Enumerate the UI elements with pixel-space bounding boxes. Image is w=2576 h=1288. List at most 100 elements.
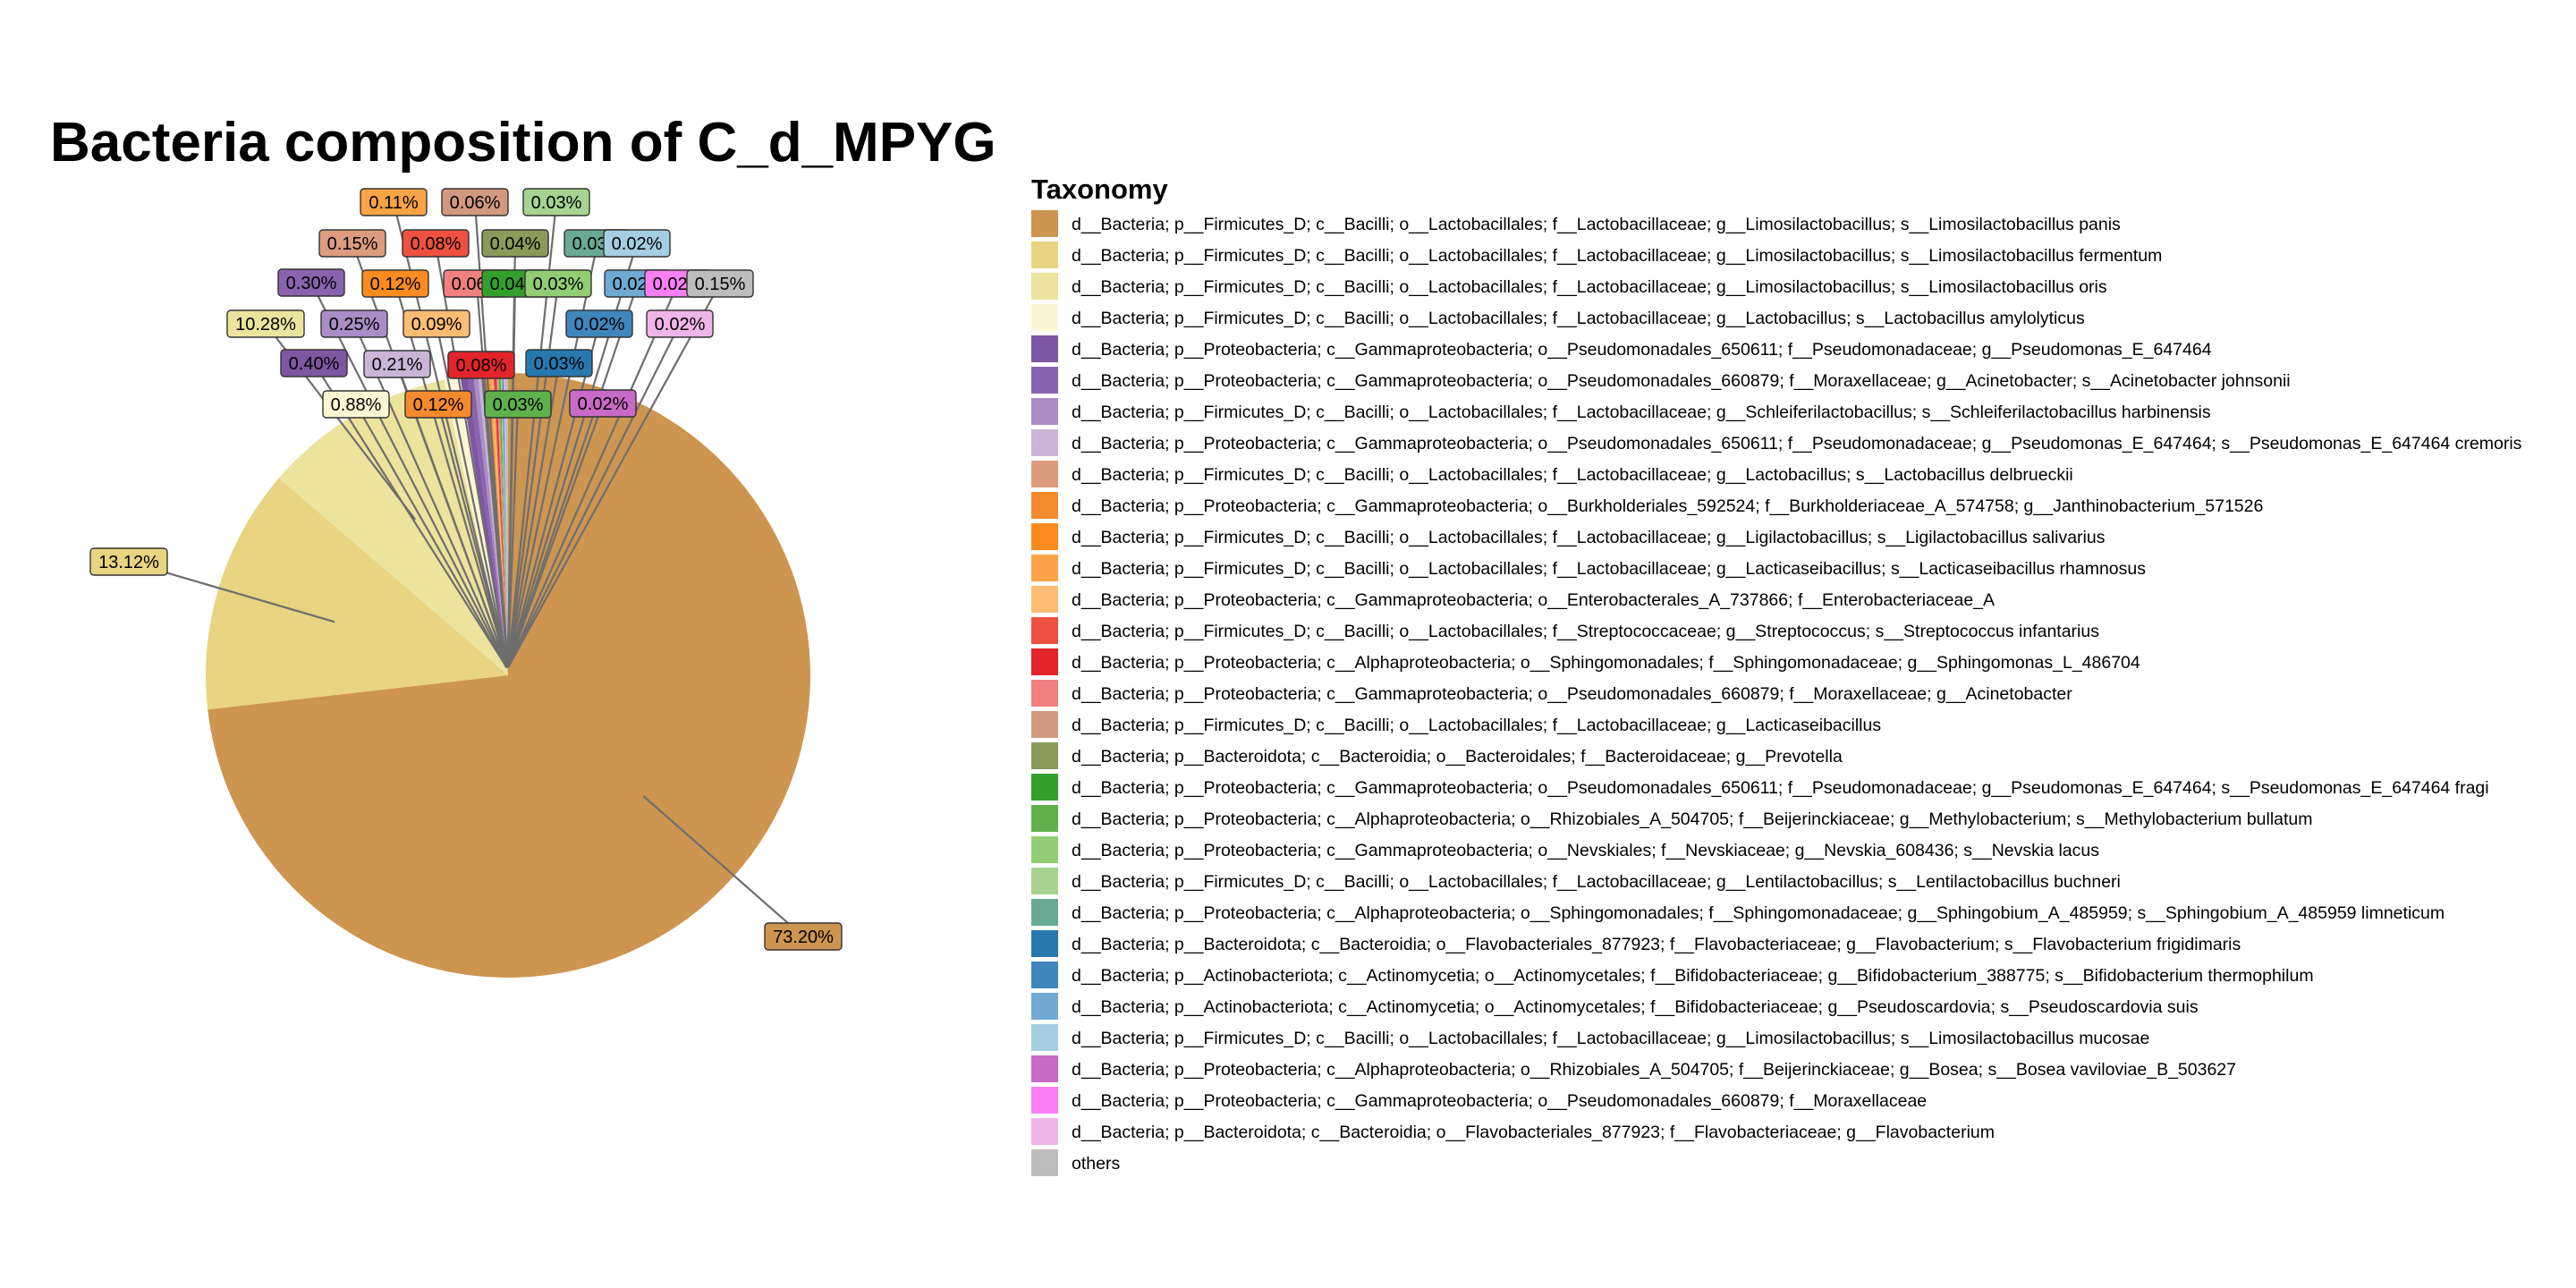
slice-label-text: 0.12% [370,275,421,294]
label-leader-line [507,283,721,668]
label-leader-line [506,402,605,668]
legend-label: d__Bacteria; p__Proteobacteria; c__Gamma… [1072,434,2522,453]
legend-title: Taxonomy [1031,174,1168,205]
slice-label-text: 0.12% [413,395,464,415]
slice-label: 0.08% [402,229,470,258]
legend-item: d__Bacteria; p__Proteobacteria; c__Alpha… [1031,805,2313,832]
label-leader-line [506,283,560,668]
slice-label: 0.03% [522,188,590,216]
pie-slice [502,373,508,675]
legend-swatch [1031,461,1058,487]
label-leader-line [352,323,509,668]
slice-label-text: 0.40% [289,354,340,374]
legend-item: d__Bacteria; p__Firmicutes_D; c__Bacilli… [1031,398,2211,425]
legend-item: d__Bacteria; p__Firmicutes_D; c__Bacilli… [1031,617,2099,644]
legend-swatch [1031,1087,1058,1114]
slice-label-text: 0.03% [493,395,544,415]
legend-item: d__Bacteria; p__Proteobacteria; c__Alpha… [1031,648,2140,675]
legend-swatch [1031,1024,1058,1051]
legend-label: d__Bacteria; p__Firmicutes_D; c__Bacilli… [1072,716,1881,735]
legend-swatch [1031,774,1058,801]
label-leader-line [394,283,509,668]
pie-slice [504,373,508,675]
legend-item: d__Bacteria; p__Proteobacteria; c__Gamma… [1031,680,2072,707]
legend-item: d__Bacteria; p__Bacteroidota; c__Bactero… [1031,742,1843,769]
pie-slice [467,375,508,675]
slice-label-box [361,269,429,298]
legend-swatch [1031,242,1058,268]
slice-label-text: 13.12% [98,553,159,572]
slice-label: 0.02% [646,309,714,338]
slice-label-text: 0.88% [331,395,382,415]
slice-label-text: 73.20% [773,928,834,947]
legend-label: d__Bacteria; p__Firmicutes_D; c__Bacilli… [1072,1029,2149,1048]
legend-swatch [1031,335,1058,362]
legend-item: d__Bacteria; p__Proteobacteria; c__Gamma… [1031,1087,1927,1114]
legend-item: d__Bacteria; p__Bacteroidota; c__Bactero… [1031,1118,1995,1145]
legend-swatch [1031,711,1058,738]
label-leader-line [506,403,520,668]
legend-swatch [1031,993,1058,1020]
legend-item: d__Bacteria; p__Bacteroidota; c__Bactero… [1031,930,2241,957]
slice-label-text: 0.21% [372,355,423,375]
legend-label: d__Bacteria; p__Firmicutes_D; c__Bacilli… [1072,528,2106,547]
legend-label: d__Bacteria; p__Firmicutes_D; c__Bacilli… [1072,622,2099,641]
slice-label-text: 0.02% [612,234,663,254]
slice-label-text: 0.04% [490,234,541,254]
label-leader-line [435,323,509,668]
legend-item: d__Bacteria; p__Proteobacteria; c__Gamma… [1031,774,2489,801]
legend-label: d__Bacteria; p__Proteobacteria; c__Gamma… [1072,684,2072,704]
pie-slice [503,373,508,675]
slice-label: 0.02% [569,389,637,418]
pie-slice [504,373,508,675]
pie-slice [500,373,508,675]
legend-swatch [1031,930,1058,957]
slice-label-box [280,349,348,377]
slice-label-text: 0.02% [655,315,706,335]
label-leader-line [506,283,640,668]
slice-label: 0.02% [603,229,671,258]
legend-label: d__Bacteria; p__Proteobacteria; c__Gamma… [1072,496,2263,516]
slice-label-box [363,350,431,378]
legend-label: d__Bacteria; p__Proteobacteria; c__Gamma… [1072,1091,1927,1111]
slice-label-box [603,229,671,258]
legend: Taxonomy d__Bacteria; p__Firmicutes_D; c… [1031,174,2522,1176]
slice-label: 0.12% [404,390,472,419]
slice-label-text: 0.08% [411,234,462,254]
pie-slice [208,373,811,978]
slice-label-text: 0.03% [534,354,585,374]
legend-label: d__Bacteria; p__Firmicutes_D; c__Bacilli… [1072,246,2162,266]
slice-label: 0.40% [280,349,348,377]
slice-label-box [89,547,168,576]
slice-label-box [277,268,345,297]
slice-labels: 73.20% 13.12% 10.28% 0.88% 0.40% 0.30% 0.25% 0.… [89,188,843,951]
legend-swatch [1031,304,1058,331]
slice-label-box [320,309,388,338]
legend-label: d__Bacteria; p__Proteobacteria; c__Alpha… [1072,653,2140,673]
slice-label: 0.30% [277,268,345,297]
slice-label-text: 0.25% [329,315,380,335]
slice-label-box [569,389,637,418]
pie-slice [499,373,508,675]
legend-swatch [1031,868,1058,894]
pie-slice [503,373,508,675]
slice-label-box [525,349,593,377]
legend-item: d__Bacteria; p__Firmicutes_D; c__Bacilli… [1031,555,2146,581]
slice-label-text: 0.15% [695,275,746,294]
slice-label: 0.12% [361,269,429,298]
slice-label-box [481,229,549,258]
slice-label: 0.25% [320,309,388,338]
legend-item: d__Bacteria; p__Proteobacteria; c__Gamma… [1031,836,2099,863]
slice-label-box [447,351,515,379]
legend-label: d__Bacteria; p__Proteobacteria; c__Gamma… [1072,841,2099,860]
slice-label-box [686,269,754,298]
legend-item: d__Bacteria; p__Firmicutes_D; c__Bacilli… [1031,242,2162,268]
legend-swatch [1031,1118,1058,1145]
slice-label-text: 0.02% [574,315,625,335]
pie-slice [498,373,508,675]
slice-label-box [318,229,386,258]
slice-label-text: 0.15% [327,234,378,254]
legend-label: d__Bacteria; p__Proteobacteria; c__Gamma… [1072,340,2212,360]
legend-item: d__Bacteria; p__Proteobacteria; c__Gamma… [1031,586,1995,613]
legend-item: d__Bacteria; p__Proteobacteria; c__Gamma… [1031,335,2212,362]
